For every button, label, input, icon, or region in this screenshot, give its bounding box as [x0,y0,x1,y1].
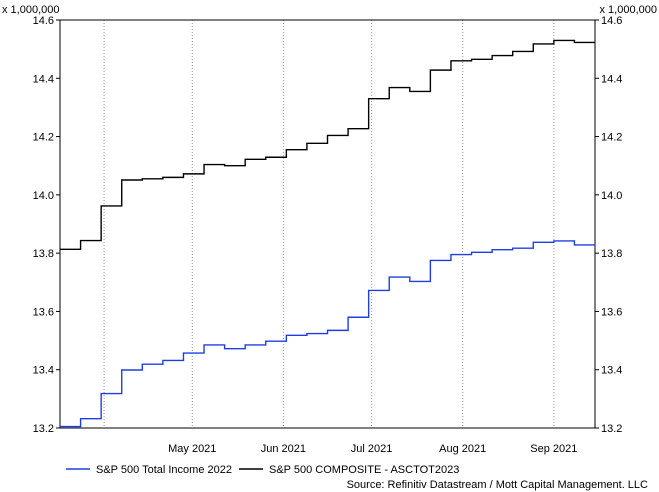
series-line-2 [60,39,595,251]
legend: S&P 500 Total Income 2022 S&P 500 COMPOSI… [66,464,459,476]
x-tick-label: Sep 2021 [530,443,577,455]
x-tick-label: Jul 2021 [351,443,393,455]
y-tick-label-left: 14.6 [33,15,54,27]
y-tick-label-right: 13.6 [601,306,622,318]
y-tick-label-left: 13.4 [33,365,54,377]
series-line-1 [60,240,595,428]
legend-label-2: S&P 500 COMPOSITE - ASCTOT2023 [269,464,459,476]
right-unit-label: x 1,000,000 [600,4,658,16]
y-tick-label-right: 13.2 [601,423,622,435]
grid-lines [103,20,555,428]
source-note: Source: Refinitiv Datastream / Mott Capi… [347,479,648,491]
x-tick-label: Aug 2021 [439,443,486,455]
y-tick-label-left: 13.8 [33,248,54,260]
plot-frame [59,19,596,429]
y-tick-label-right: 14.2 [601,132,622,144]
x-tick-label: May 2021 [168,443,216,455]
y-tick-label-left: 14.4 [33,73,54,85]
y-tick-label-left: 13.6 [33,306,54,318]
y-tick-label-right: 14.0 [601,190,622,202]
axes: 13.2 13.2 13.4 13.4 13.6 13.6 13.8 13.8 14.0 14.0… [33,15,623,455]
left-unit-label: x 1,000,000 [2,4,60,16]
y-tick-label-left: 13.2 [33,423,54,435]
y-tick-label-right: 14.4 [601,73,622,85]
legend-label-1: S&P 500 Total Income 2022 [96,464,232,476]
y-tick-label-right: 13.8 [601,248,622,260]
y-tick-label-left: 14.0 [33,190,54,202]
y-tick-label-left: 14.2 [33,132,54,144]
y-tick-label-right: 14.6 [601,15,622,27]
x-tick-label: Jun 2021 [261,443,306,455]
series-lines [60,39,595,428]
y-tick-label-right: 13.4 [601,365,622,377]
